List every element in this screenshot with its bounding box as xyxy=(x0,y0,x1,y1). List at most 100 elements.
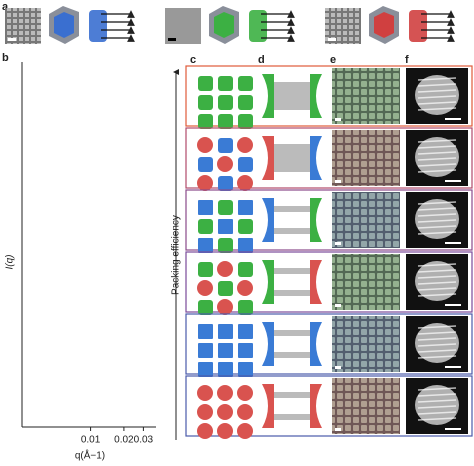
curve xyxy=(26,202,152,262)
tint xyxy=(332,316,400,372)
particle xyxy=(238,262,253,277)
particle xyxy=(238,324,253,339)
panel-label: f xyxy=(405,54,409,66)
facet xyxy=(262,136,274,180)
facet xyxy=(262,260,274,304)
particle xyxy=(197,423,213,439)
particle xyxy=(197,404,213,420)
tint xyxy=(332,130,400,186)
particle xyxy=(198,300,213,315)
texture xyxy=(417,387,457,391)
micrograph xyxy=(332,68,400,124)
x-tick-label: 0.03 xyxy=(134,435,154,446)
scale-bar xyxy=(335,428,341,431)
bridge xyxy=(272,206,312,212)
particle xyxy=(238,362,253,377)
particle xyxy=(198,219,213,234)
curve xyxy=(26,136,152,196)
particle xyxy=(198,262,213,277)
particle xyxy=(218,219,233,234)
texture xyxy=(417,399,457,403)
particle xyxy=(218,176,233,191)
texture xyxy=(417,269,457,273)
facet xyxy=(310,136,322,180)
texture xyxy=(417,331,457,335)
texture xyxy=(417,411,457,415)
facet xyxy=(249,10,267,42)
row-frame xyxy=(185,127,473,189)
scale-bar xyxy=(335,366,341,369)
particle xyxy=(218,362,233,377)
particle xyxy=(217,404,233,420)
texture xyxy=(417,169,457,173)
particle xyxy=(237,280,253,296)
texture xyxy=(417,157,457,161)
particle xyxy=(218,138,233,153)
particle xyxy=(217,156,233,172)
particle xyxy=(198,362,213,377)
facet xyxy=(409,10,427,42)
particle xyxy=(238,219,253,234)
texture xyxy=(417,77,457,81)
panel-label: d xyxy=(258,54,265,66)
particle xyxy=(197,280,213,296)
row-frame xyxy=(185,313,473,375)
texture xyxy=(417,139,457,143)
texture xyxy=(417,349,457,353)
texture xyxy=(417,201,457,205)
particle xyxy=(238,238,253,253)
texture xyxy=(417,107,457,111)
scale-bar xyxy=(445,118,461,120)
particle xyxy=(198,343,213,358)
particle xyxy=(237,175,253,191)
micrograph xyxy=(332,316,400,372)
facet xyxy=(262,74,274,118)
cube-core xyxy=(214,12,234,38)
scale-bar xyxy=(445,428,461,430)
particle xyxy=(217,299,233,315)
particle xyxy=(238,300,253,315)
particle xyxy=(218,238,233,253)
scale-bar xyxy=(335,118,341,121)
x-axis-label: q(Å−1) xyxy=(75,449,105,462)
scale-bar xyxy=(445,304,461,306)
texture xyxy=(417,163,457,167)
bridge xyxy=(272,352,312,358)
tint xyxy=(332,254,400,310)
facet xyxy=(310,74,322,118)
texture xyxy=(417,417,457,421)
y-axis-label: I(q) xyxy=(5,255,16,270)
texture xyxy=(417,231,457,235)
row-frame xyxy=(185,65,473,127)
particle xyxy=(217,385,233,401)
curve xyxy=(26,367,152,428)
texture xyxy=(417,343,457,347)
texture xyxy=(417,405,457,409)
texture xyxy=(417,213,457,217)
row-frame xyxy=(185,189,473,251)
particle xyxy=(218,200,233,215)
scale-bar xyxy=(445,242,461,244)
particle xyxy=(198,200,213,215)
particle xyxy=(198,157,213,172)
row-frame xyxy=(185,375,473,437)
particle xyxy=(218,76,233,91)
texture xyxy=(417,95,457,99)
facet xyxy=(262,198,274,242)
particle xyxy=(238,76,253,91)
particle xyxy=(238,200,253,215)
texture xyxy=(417,151,457,155)
particle xyxy=(218,324,233,339)
facet xyxy=(310,384,322,428)
scale-bar xyxy=(445,366,461,368)
bridge xyxy=(272,144,312,172)
particle xyxy=(238,157,253,172)
texture xyxy=(417,225,457,229)
bridge xyxy=(272,330,312,336)
panel-label: a xyxy=(2,1,9,13)
curve xyxy=(26,301,152,357)
facet xyxy=(310,322,322,366)
texture xyxy=(417,293,457,297)
particle xyxy=(197,137,213,153)
texture xyxy=(417,287,457,291)
